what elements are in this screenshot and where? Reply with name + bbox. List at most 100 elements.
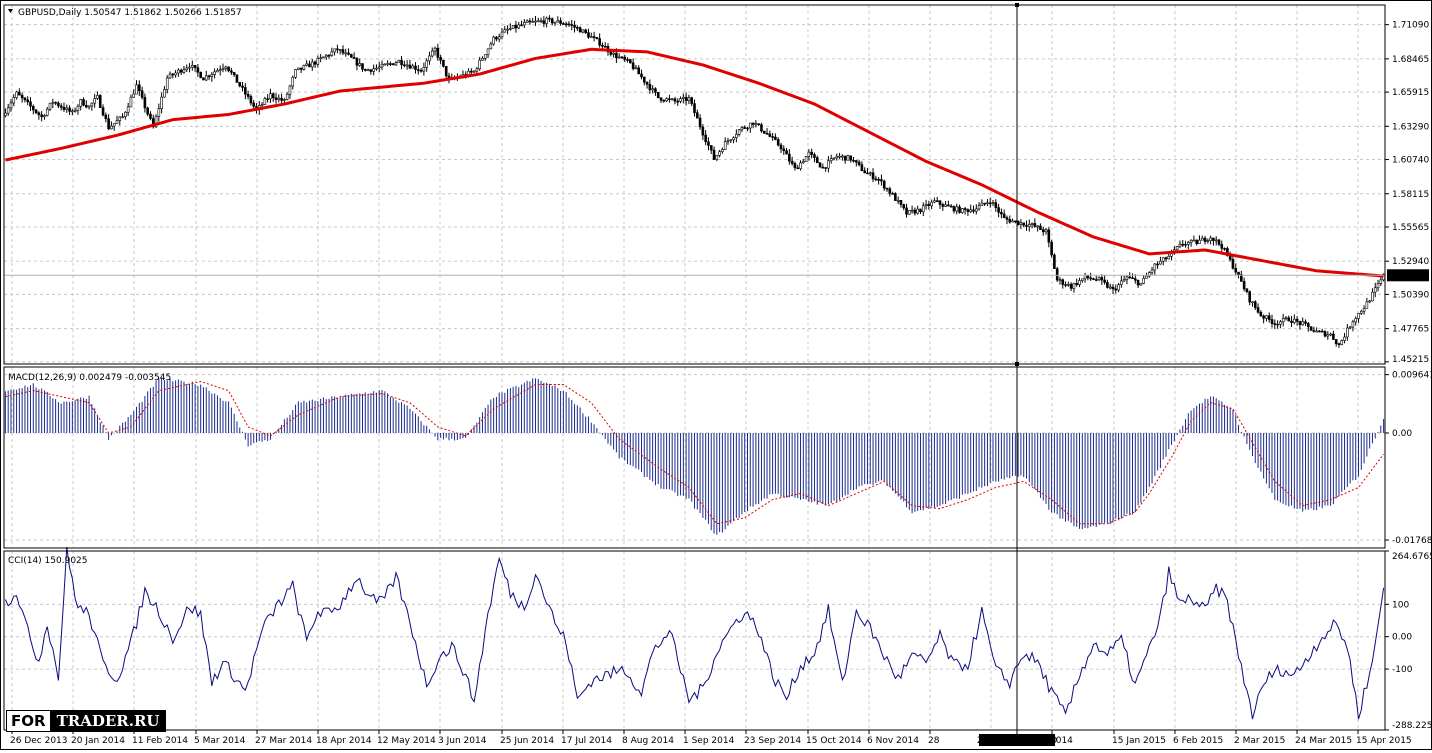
candle-body[interactable] — [737, 129, 741, 135]
candle-body[interactable] — [1276, 323, 1279, 326]
candle-body[interactable] — [196, 67, 200, 73]
candle-body[interactable] — [1027, 224, 1031, 227]
candle-body[interactable] — [216, 70, 219, 73]
candle-body[interactable] — [96, 95, 99, 99]
candle-body[interactable] — [868, 172, 872, 175]
candle-body[interactable] — [165, 77, 169, 90]
candle-body[interactable] — [788, 153, 791, 162]
candle-body[interactable] — [949, 205, 953, 208]
candle-body[interactable] — [93, 98, 96, 104]
candle-body[interactable] — [118, 116, 122, 121]
candle-body[interactable] — [302, 65, 306, 70]
candle-body[interactable] — [1346, 327, 1349, 338]
candle-body[interactable] — [411, 65, 415, 69]
candle-body[interactable] — [389, 63, 392, 65]
candle-body[interactable] — [601, 44, 604, 47]
candle-body[interactable] — [31, 105, 35, 111]
candle-body[interactable] — [1142, 277, 1145, 284]
candle-body[interactable] — [322, 56, 325, 59]
candle-body[interactable] — [149, 113, 152, 119]
candle-body[interactable] — [983, 202, 986, 205]
candle-body[interactable] — [941, 204, 945, 207]
candle-body[interactable] — [927, 204, 931, 207]
candle-body[interactable] — [732, 137, 735, 141]
candle-body[interactable] — [146, 107, 149, 115]
candle-body[interactable] — [1167, 255, 1171, 260]
candle-body[interactable] — [341, 49, 345, 54]
candle-body[interactable] — [71, 110, 74, 113]
candle-body[interactable] — [1298, 321, 1302, 326]
candle-body[interactable] — [327, 54, 331, 57]
candle-body[interactable] — [207, 75, 211, 78]
candle-body[interactable] — [1159, 260, 1162, 265]
candle-body[interactable] — [977, 205, 981, 210]
candle-body[interactable] — [684, 97, 688, 102]
candle-body[interactable] — [894, 193, 897, 201]
candle-body[interactable] — [1279, 321, 1282, 325]
candle-body[interactable] — [177, 69, 180, 74]
candle-body[interactable] — [1181, 243, 1185, 246]
candle-body[interactable] — [1320, 330, 1324, 333]
candle-body[interactable] — [668, 98, 671, 100]
candle-body[interactable] — [1047, 229, 1051, 243]
candle-body[interactable] — [51, 101, 55, 104]
candle-body[interactable] — [1231, 259, 1235, 269]
candle-body[interactable] — [1373, 287, 1377, 293]
candle-body[interactable] — [1147, 272, 1151, 277]
candle-body[interactable] — [260, 104, 264, 106]
candle-body[interactable] — [1284, 317, 1288, 320]
candle-body[interactable] — [470, 70, 473, 73]
candle-body[interactable] — [1100, 277, 1104, 281]
candle-body[interactable] — [802, 161, 805, 164]
candle-body[interactable] — [439, 57, 442, 61]
candle-body[interactable] — [1315, 330, 1318, 333]
candle-body[interactable] — [874, 178, 878, 181]
candle-body[interactable] — [503, 29, 507, 33]
candle-body[interactable] — [43, 115, 46, 118]
candle-body[interactable] — [489, 43, 493, 50]
candle-body[interactable] — [294, 69, 297, 78]
candle-body[interactable] — [157, 108, 161, 117]
candle-body[interactable] — [592, 36, 596, 38]
candle-body[interactable] — [548, 17, 551, 20]
candle-body[interactable] — [746, 127, 749, 130]
candle-body[interactable] — [76, 105, 80, 111]
candle-body[interactable] — [584, 29, 587, 33]
candle-body[interactable] — [631, 62, 635, 69]
candle-body[interactable] — [1368, 300, 1371, 303]
candle-body[interactable] — [1220, 244, 1224, 249]
candle-body[interactable] — [338, 49, 342, 51]
candle-body[interactable] — [838, 155, 841, 158]
candle-body[interactable] — [1106, 282, 1109, 288]
candle-body[interactable] — [90, 102, 94, 107]
candle-body[interactable] — [1078, 280, 1081, 285]
candle-body[interactable] — [617, 56, 621, 59]
candle-body[interactable] — [227, 66, 230, 72]
candle-body[interactable] — [994, 202, 998, 208]
candle-body[interactable] — [213, 71, 216, 75]
candle-body[interactable] — [403, 64, 406, 67]
candle-body[interactable] — [1033, 223, 1037, 227]
candle-body[interactable] — [1189, 239, 1193, 243]
candle-body[interactable] — [841, 155, 844, 158]
candle-body[interactable] — [280, 97, 283, 101]
candle-body[interactable] — [595, 37, 599, 39]
candle-body[interactable] — [277, 97, 281, 100]
candle-body[interactable] — [885, 187, 889, 190]
candle-body[interactable] — [815, 157, 819, 164]
candle-body[interactable] — [1295, 318, 1299, 322]
candle-body[interactable] — [634, 67, 638, 70]
candle-body[interactable] — [174, 72, 177, 76]
candle-body[interactable] — [319, 57, 322, 59]
candle-body[interactable] — [550, 18, 554, 24]
candle-body[interactable] — [818, 162, 822, 168]
candle-body[interactable] — [1011, 220, 1014, 223]
candle-body[interactable] — [603, 45, 607, 48]
candle-body[interactable] — [1253, 301, 1257, 308]
candle-body[interactable] — [355, 58, 359, 66]
candle-body[interactable] — [369, 69, 373, 72]
candle-body[interactable] — [871, 172, 875, 180]
candle-body[interactable] — [969, 209, 973, 212]
candle-body[interactable] — [790, 160, 794, 164]
candle-body[interactable] — [1064, 284, 1067, 286]
